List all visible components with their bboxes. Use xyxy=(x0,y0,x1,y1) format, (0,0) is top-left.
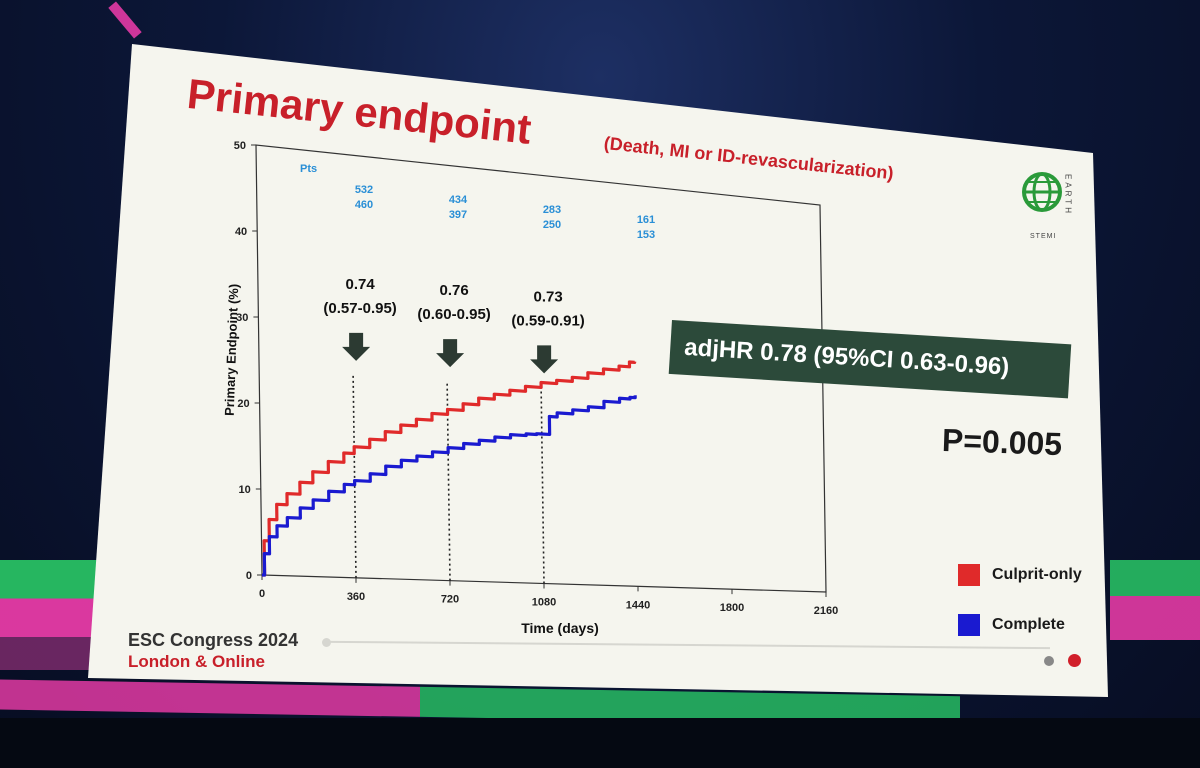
axes-layer: 0 360 720 1080 1440 1800 2160 0 10 20 30 40 50 xyxy=(234,140,838,617)
logo-subtext: STEMI xyxy=(1030,233,1056,240)
landmark-dotted-line xyxy=(540,387,545,584)
landmark-dotted-line xyxy=(352,374,357,578)
y-tick-label: 40 xyxy=(235,226,247,238)
x-tick-label: 1080 xyxy=(532,597,556,609)
risk-table-label: Pts xyxy=(300,163,317,175)
risk-table-layer: 532 460 434 397 283 250 161 153 xyxy=(355,184,655,241)
legend-label-complete: Complete xyxy=(992,616,1065,633)
x-tick-label: 1800 xyxy=(720,602,744,614)
footer-progress-start-dot xyxy=(322,638,331,647)
footer-location: London & Online xyxy=(128,652,265,671)
annotation-layer: 0.74 (0.57-0.95) 0.76 (0.60-0.95) 0.73 (0.59-… xyxy=(323,276,585,584)
legend-label-culprit: Culprit-only xyxy=(992,566,1082,583)
landmark-hr-ci: (0.57-0.95) xyxy=(323,300,396,317)
x-tick-label: 0 xyxy=(259,588,265,600)
down-arrow-icon xyxy=(530,345,559,374)
down-arrow-icon xyxy=(436,339,465,368)
y-tick-label: 20 xyxy=(237,398,249,410)
series-culprit-only-line xyxy=(261,360,637,577)
y-tick-label: 10 xyxy=(239,484,251,496)
y-tick-label: 30 xyxy=(236,312,248,324)
risk-count-culprit: 283 xyxy=(543,204,561,216)
risk-count-complete: 250 xyxy=(543,219,561,231)
logo-letters: EARTH xyxy=(1064,174,1073,216)
risk-count-culprit: 161 xyxy=(637,214,655,226)
y-tick-label: 0 xyxy=(246,570,252,582)
risk-count-culprit: 434 xyxy=(449,194,468,206)
x-tick-label: 2160 xyxy=(814,605,838,617)
footer-red-dot xyxy=(1068,654,1081,667)
legend-item-complete: Complete xyxy=(958,614,1065,636)
risk-count-complete: 397 xyxy=(449,209,467,221)
y-axis-label: Primary Endpoint (%) xyxy=(222,284,242,417)
legend-swatch-complete xyxy=(958,614,980,636)
footer-event-name: ESC Congress 2024 xyxy=(128,630,299,650)
x-tick-label: 720 xyxy=(441,594,459,606)
stage-light-beam xyxy=(108,1,142,39)
landmark-hr-ci: (0.59-0.91) xyxy=(511,312,584,329)
down-arrow-icon xyxy=(342,332,371,361)
p-value: P=0.005 xyxy=(941,421,1063,463)
risk-count-complete: 460 xyxy=(355,199,373,211)
x-axis-label: Time (days) xyxy=(521,620,599,636)
x-tick-label: 360 xyxy=(347,591,365,603)
footer-grey-dot xyxy=(1044,656,1054,666)
earth-stemi-logo: EARTH STEMI xyxy=(1022,162,1074,242)
stage-floor xyxy=(0,718,1200,768)
landmark-hr-ci: (0.60-0.95) xyxy=(417,306,490,323)
x-tick-label: 1440 xyxy=(626,599,650,611)
landmark-hr-value: 0.74 xyxy=(346,276,376,293)
legend-swatch-culprit xyxy=(958,564,980,586)
risk-count-culprit: 532 xyxy=(355,184,373,196)
legend-item-culprit-only: Culprit-only xyxy=(958,564,1082,586)
landmark-hr-value: 0.76 xyxy=(440,282,469,299)
neon-panel-right xyxy=(1110,560,1200,640)
y-tick-label: 50 xyxy=(234,140,246,152)
risk-count-complete: 153 xyxy=(637,229,655,241)
series-complete-line xyxy=(261,395,637,577)
series-layer xyxy=(261,360,637,577)
landmark-hr-value: 0.73 xyxy=(534,288,563,305)
